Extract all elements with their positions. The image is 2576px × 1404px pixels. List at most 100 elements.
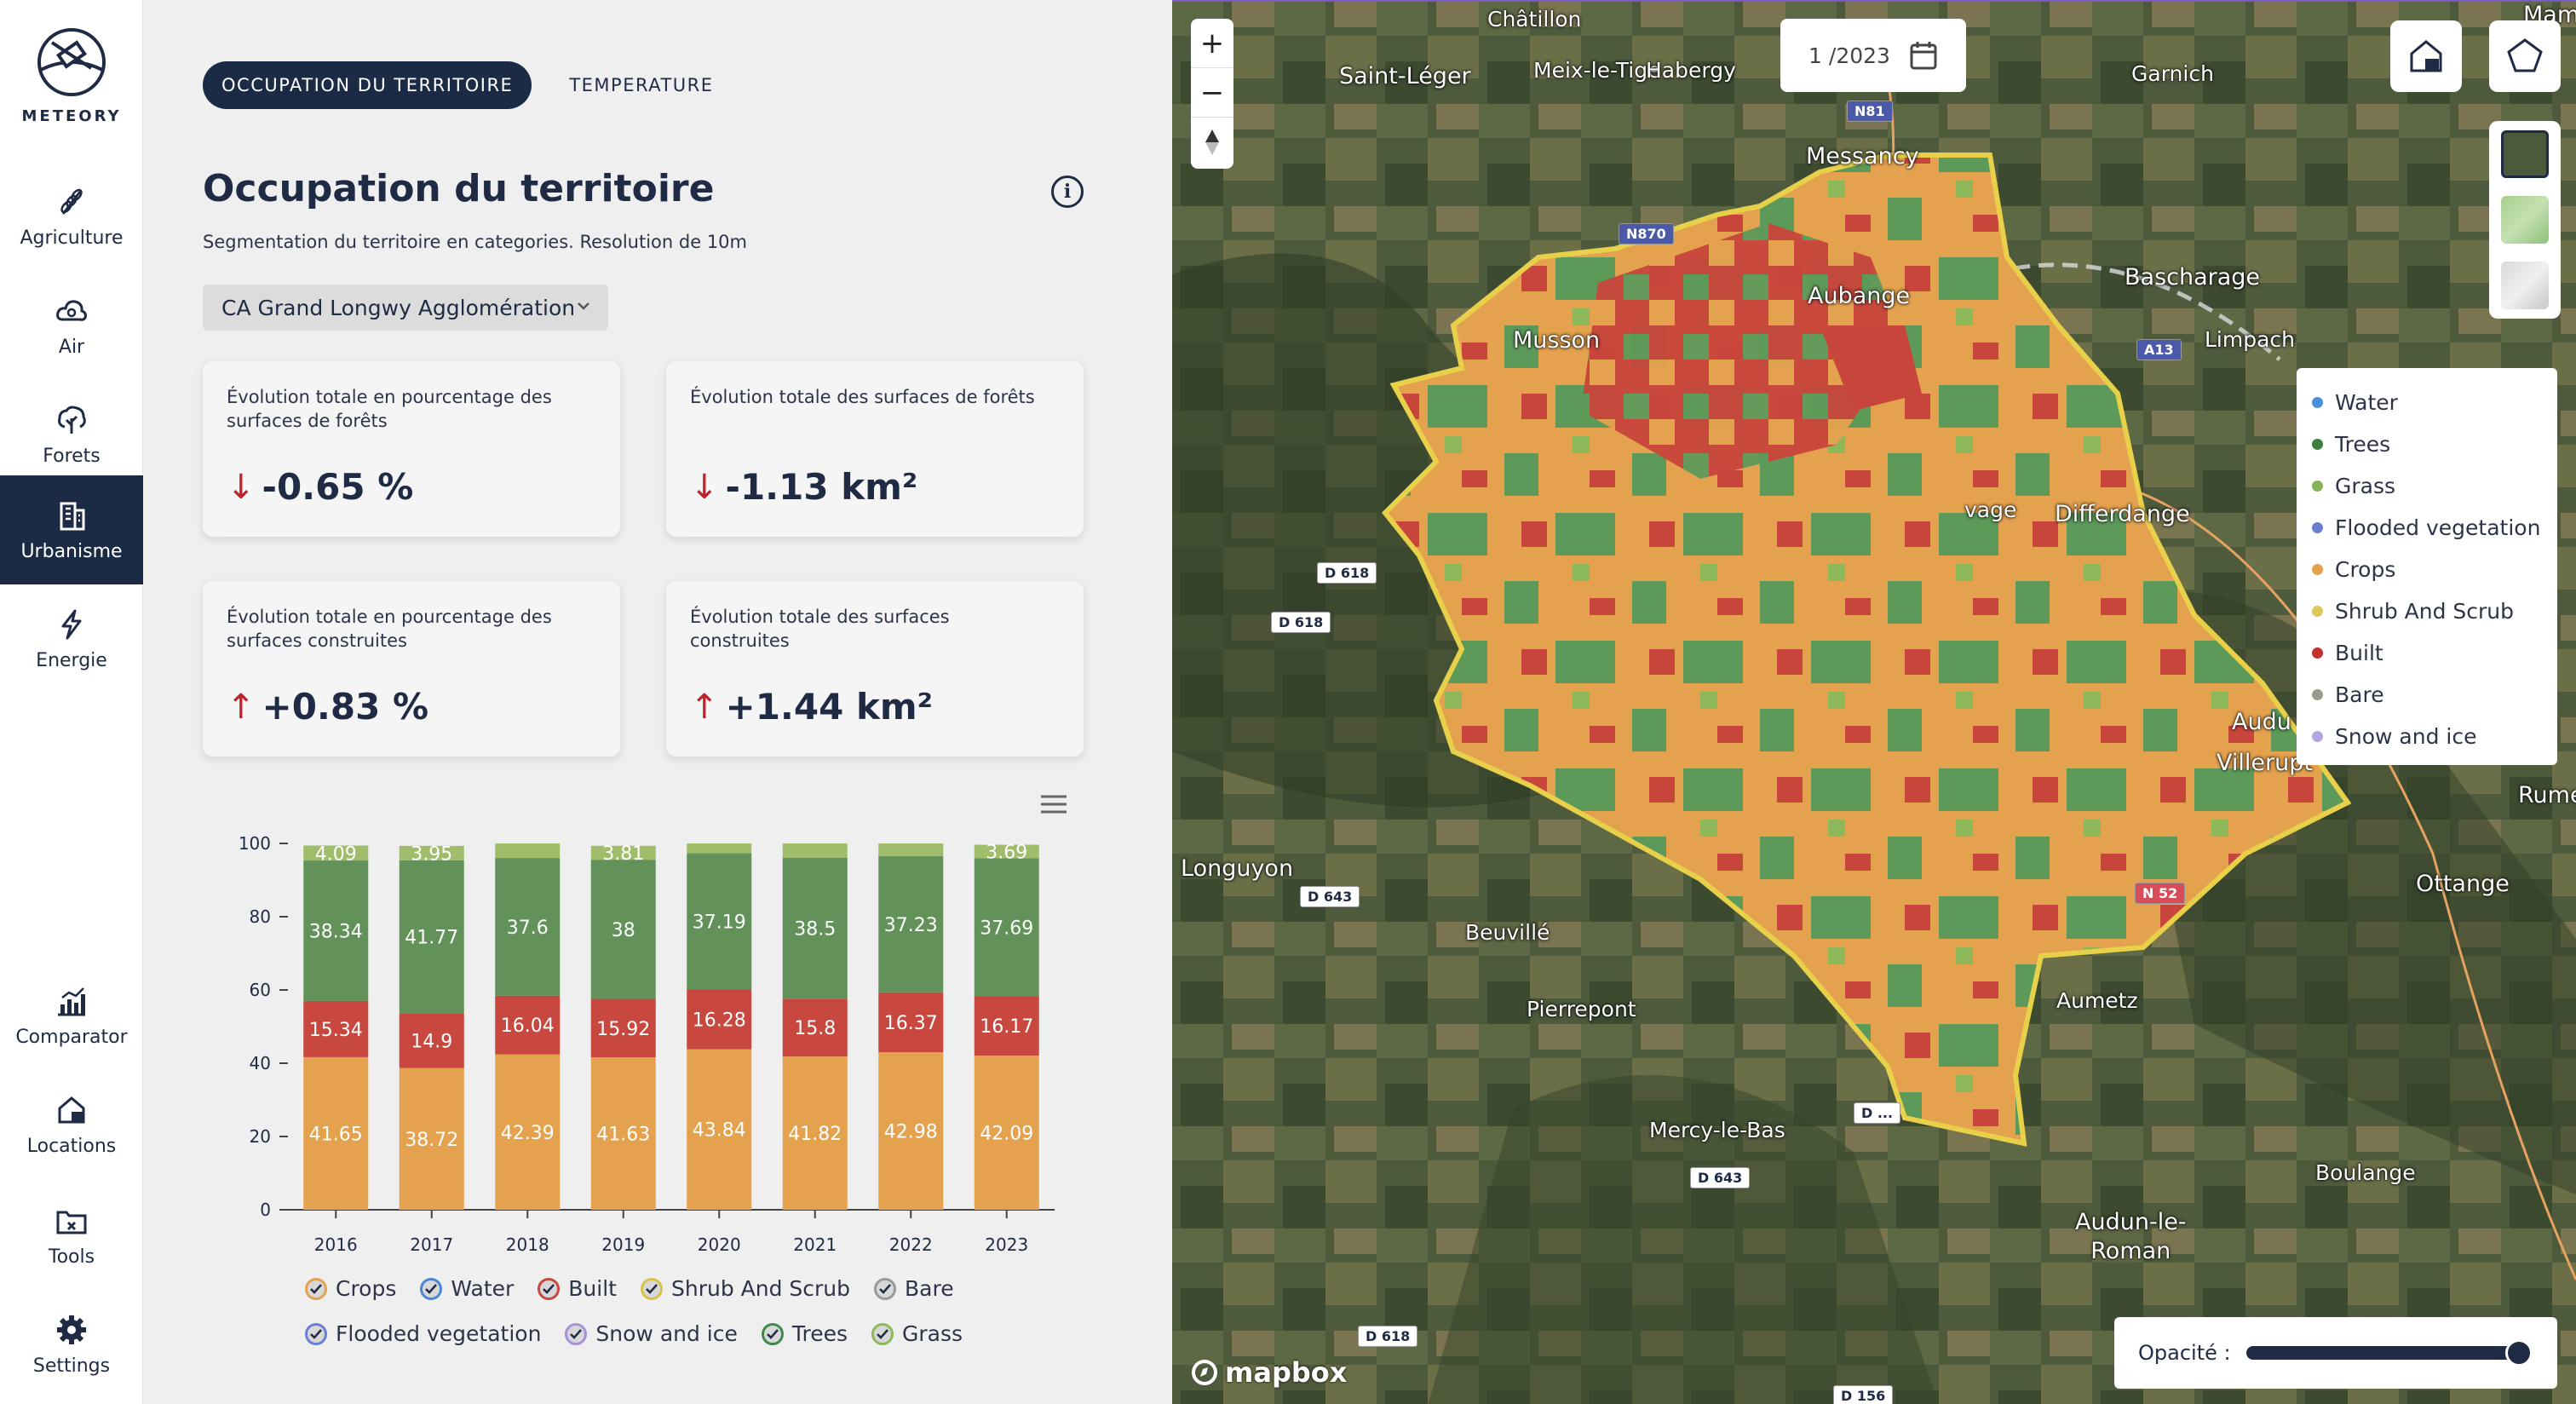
map-place-label: Longuyon: [1181, 855, 1294, 882]
mapbox-attribution[interactable]: mapbox: [1191, 1356, 1347, 1389]
chart-legend-label: Shrub And Scrub: [670, 1276, 851, 1301]
chart-legend-item[interactable]: Flooded vegetation: [305, 1321, 541, 1346]
map-legend-label: Grass: [2335, 474, 2396, 498]
map-place-label: Habergy: [1646, 58, 1736, 83]
chart-legend-item[interactable]: Bare: [874, 1276, 954, 1301]
y-tick-label: 100: [239, 833, 271, 854]
sidebar-item-forets[interactable]: Forets: [0, 380, 143, 489]
bar-segment: [687, 1049, 752, 1210]
bar-segment: [687, 853, 752, 990]
sidebar-item-urbanisme[interactable]: Urbanisme: [0, 475, 143, 584]
sidebar-item-label: Energie: [36, 649, 107, 671]
chart-legend-item[interactable]: Snow and ice: [565, 1321, 738, 1346]
map-legend-item: Flooded vegetation: [2312, 507, 2557, 549]
sidebar-item-agriculture[interactable]: Agriculture: [0, 162, 143, 271]
app-name: METEORY: [21, 107, 122, 125]
bar-data-label: 42.09: [980, 1124, 1033, 1145]
check-icon[interactable]: [761, 1322, 784, 1345]
region-select[interactable]: CA Grand Longwy Agglomération: [203, 285, 608, 331]
sidebar-item-locations[interactable]: Locations: [0, 1070, 143, 1179]
sidebar-item-comparator[interactable]: Comparator: [0, 961, 143, 1070]
sidebar-item-label: Forets: [43, 445, 101, 467]
map-legend-label: Water: [2335, 390, 2398, 415]
stat-card-built-area: Évolution totale des surfaces construite…: [666, 581, 1084, 757]
bar-data-label: 14.9: [411, 1031, 452, 1052]
chart-legend-item[interactable]: Shrub And Scrub: [640, 1276, 851, 1301]
legend-color-dot: [2312, 731, 2323, 742]
stat-card-label: Évolution totale des surfaces construite…: [690, 607, 950, 651]
home-area-button[interactable]: [2390, 20, 2462, 92]
bar-data-label: 41.65: [309, 1124, 363, 1145]
map-style-satellite[interactable]: [2501, 129, 2549, 178]
road-shield: D 643: [1300, 886, 1360, 907]
chart-legend-item[interactable]: Built: [538, 1276, 617, 1301]
opacity-slider[interactable]: [2245, 1339, 2533, 1367]
map-legend-item: Trees: [2312, 423, 2557, 465]
bar-data-label: 15.92: [596, 1019, 650, 1040]
map-style-light[interactable]: [2501, 262, 2549, 310]
date-picker[interactable]: 1 /2023: [1780, 19, 1966, 92]
bar-segment: [590, 860, 656, 999]
x-tick-label: 2020: [698, 1234, 741, 1255]
sidebar-item-tools[interactable]: Tools: [0, 1181, 143, 1290]
stat-card-value: +1.44 km²: [725, 686, 934, 728]
zoom-in-button[interactable]: +: [1191, 19, 1233, 68]
check-icon[interactable]: [305, 1322, 327, 1345]
check-icon[interactable]: [420, 1277, 443, 1300]
map-style-terrain[interactable]: [2501, 195, 2549, 244]
x-tick-label: 2017: [410, 1234, 453, 1255]
map-legend-label: Flooded vegetation: [2335, 515, 2541, 540]
map-legend-item: Bare: [2312, 674, 2557, 716]
legend-color-dot: [2312, 439, 2323, 450]
bar-data-label: 43.84: [693, 1120, 746, 1142]
arrow-up-icon: ↑: [690, 687, 719, 727]
sidebar-item-settings[interactable]: Settings: [0, 1290, 143, 1399]
sidebar-item-air[interactable]: Air: [0, 271, 143, 380]
chart-legend-item[interactable]: Trees: [761, 1321, 848, 1346]
road-shield: N870: [1619, 223, 1674, 245]
compass-button[interactable]: [1191, 118, 1233, 167]
bar-segment: [974, 858, 1039, 997]
map-legend-item: Snow and ice: [2312, 716, 2557, 757]
arrow-up-icon: ↑: [227, 687, 256, 727]
x-tick-label: 2021: [793, 1234, 837, 1255]
home-location-icon: [2410, 40, 2442, 72]
sidebar-item-energie[interactable]: Energie: [0, 584, 143, 693]
tab-temperature[interactable]: TEMPERATURE: [569, 75, 714, 95]
bar-segment: [399, 860, 464, 1014]
road-shield: D 618: [1358, 1326, 1418, 1347]
tab-occupation-du-territoire[interactable]: OCCUPATION DU TERRITOIRE: [203, 61, 532, 109]
bar-segment: [495, 843, 561, 859]
check-icon[interactable]: [874, 1277, 897, 1300]
check-icon[interactable]: [305, 1277, 327, 1300]
bar-segment: [974, 996, 1039, 1056]
map-view[interactable]: Châtillon Saint-Léger Meix-le-Tige Haber…: [1172, 0, 2576, 1404]
bar-segment: [495, 858, 561, 996]
sidebar-item-label: Locations: [26, 1135, 117, 1157]
bar-data-label: 37.19: [693, 912, 746, 934]
info-icon[interactable]: i: [1051, 176, 1084, 208]
x-tick-label: 2022: [889, 1234, 933, 1255]
bar-data-label: 3.69: [986, 842, 1027, 863]
stat-card-built-percent: Évolution totale en pourcentage des surf…: [203, 581, 620, 757]
check-icon[interactable]: [565, 1322, 588, 1345]
map-place-label: Rumela: [2518, 782, 2576, 808]
opacity-label: Opacité :: [2138, 1341, 2231, 1365]
chart-legend-item[interactable]: Crops: [305, 1276, 396, 1301]
opacity-slider-handle[interactable]: [2504, 1339, 2533, 1367]
bar-segment: [878, 992, 944, 1053]
check-icon[interactable]: [640, 1277, 663, 1300]
zoom-out-button[interactable]: −: [1191, 68, 1233, 118]
chart-menu-icon[interactable]: [1039, 792, 1068, 816]
check-icon[interactable]: [538, 1277, 561, 1300]
bar-segment: [782, 843, 848, 858]
lightning-icon: [61, 609, 82, 639]
chart-legend-item[interactable]: Water: [420, 1276, 514, 1301]
chart-legend-item[interactable]: Grass: [871, 1321, 963, 1346]
app-logo[interactable]: METEORY: [0, 24, 143, 125]
draw-polygon-button[interactable]: [2489, 20, 2561, 92]
bar-data-label: 16.28: [693, 1010, 746, 1031]
road-shield: N 52: [2135, 883, 2186, 904]
check-icon[interactable]: [871, 1322, 894, 1345]
chart-legend-label: Water: [451, 1276, 515, 1301]
